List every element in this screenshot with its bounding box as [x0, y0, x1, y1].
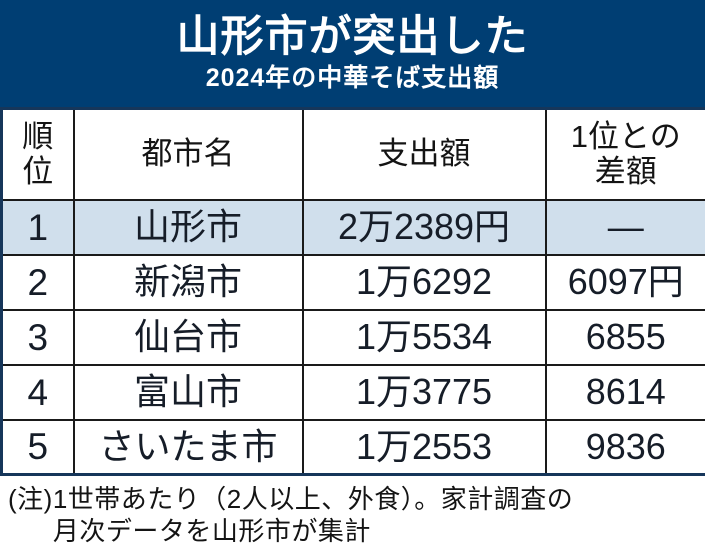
diff-cell: 9836 — [546, 420, 705, 475]
spending-table: 順位 都市名 支出額 1位との差額 1 山形市 2万2389円 — 2 新潟市 … — [0, 107, 705, 476]
city-cell: 富山市 — [74, 365, 303, 420]
table-row: 5 さいたま市 1万2553 9836 — [2, 420, 705, 475]
amount-cell: 1万2553 — [303, 420, 546, 475]
diff-cell: — — [546, 200, 705, 255]
diff-cell: 6097円 — [546, 255, 705, 310]
city-cell: 仙台市 — [74, 310, 303, 365]
column-header-city: 都市名 — [74, 109, 303, 200]
table-row: 1 山形市 2万2389円 — — [2, 200, 705, 255]
page-subtitle: 2024年の中華そば支出額 — [206, 64, 500, 93]
table-row: 3 仙台市 1万5534 6855 — [2, 310, 705, 365]
rank-cell: 5 — [2, 420, 74, 475]
banner: 山形市が突出した 2024年の中華そば支出額 — [0, 0, 705, 107]
footnote-text: 1世帯あたり（2人以上、外食）。家計調査の月次データを山形市が集計 — [53, 484, 593, 547]
amount-cell: 1万6292 — [303, 255, 546, 310]
rank-cell: 1 — [2, 200, 74, 255]
rank-cell: 3 — [2, 310, 74, 365]
column-header-rank: 順位 — [2, 109, 74, 200]
amount-cell: 2万2389円 — [303, 200, 546, 255]
footnote-label: (注) — [8, 484, 53, 516]
amount-cell: 1万3775 — [303, 365, 546, 420]
rank-cell: 2 — [2, 255, 74, 310]
footnote: (注) 1世帯あたり（2人以上、外食）。家計調査の月次データを山形市が集計 — [0, 476, 705, 547]
table-row: 2 新潟市 1万6292 6097円 — [2, 255, 705, 310]
table-header-row: 順位 都市名 支出額 1位との差額 — [2, 109, 705, 200]
diff-cell: 8614 — [546, 365, 705, 420]
city-cell: さいたま市 — [74, 420, 303, 475]
column-header-amount: 支出額 — [303, 109, 546, 200]
amount-cell: 1万5534 — [303, 310, 546, 365]
rank-cell: 4 — [2, 365, 74, 420]
table-row: 4 富山市 1万3775 8614 — [2, 365, 705, 420]
city-cell: 新潟市 — [74, 255, 303, 310]
page-title: 山形市が突出した — [177, 15, 529, 60]
city-cell: 山形市 — [74, 200, 303, 255]
diff-cell: 6855 — [546, 310, 705, 365]
column-header-diff: 1位との差額 — [546, 109, 705, 200]
